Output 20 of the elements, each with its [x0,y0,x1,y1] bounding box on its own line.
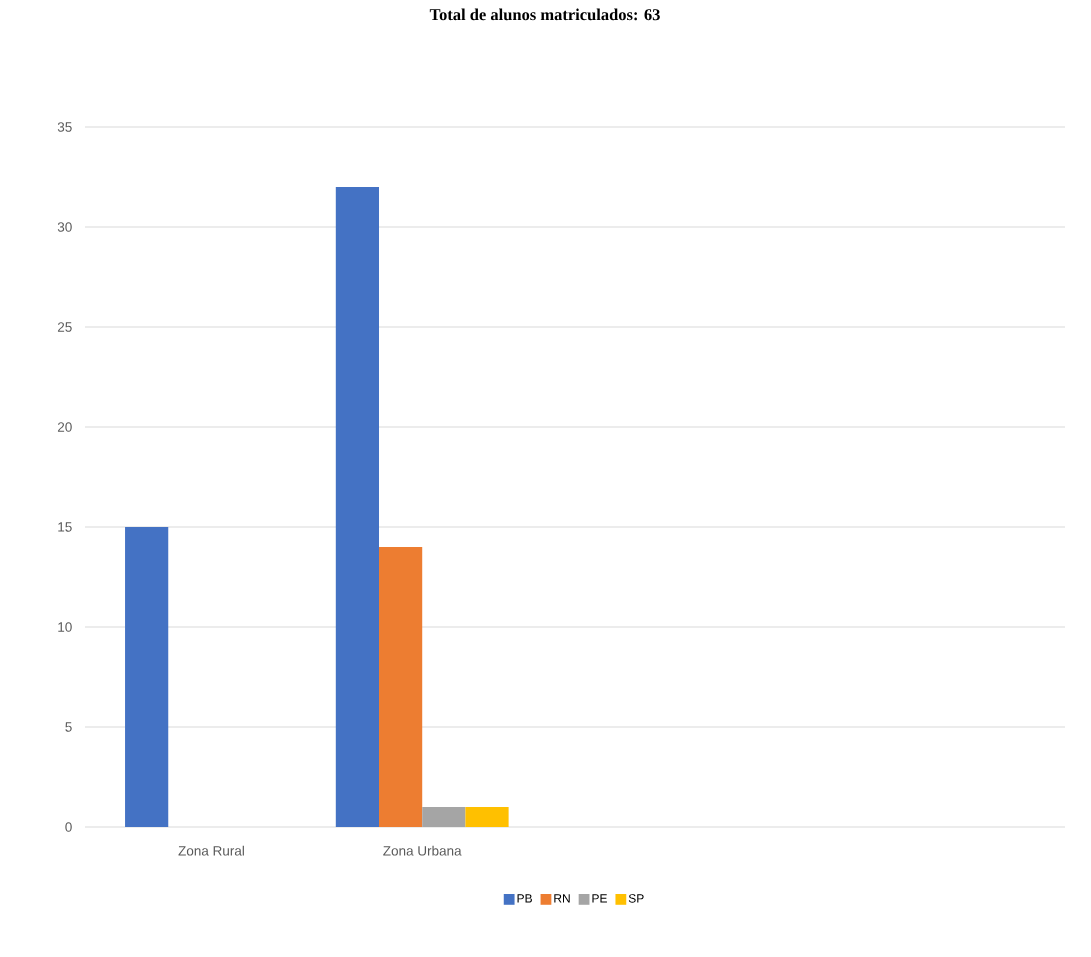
y-tick-label: 20 [57,422,72,432]
y-tick-label: 5 [65,722,72,732]
y-tick-label: 25 [57,322,72,332]
bar [335,187,379,827]
y-tick-label: 30 [57,222,72,232]
x-tick-label: Zona Urbana [383,845,462,856]
y-tick-label: 35 [57,122,72,132]
x-tick-label: Zona Rural [178,845,244,856]
bar [125,527,169,827]
legend-label: PE [592,894,607,903]
chart-title: Total de alunos matriculados: 63 [429,8,660,21]
y-tick-label: 0 [65,822,72,832]
bar [465,807,509,827]
y-tick-label: 10 [58,622,72,632]
y-tick-label: 15 [58,522,72,532]
bar [422,807,466,827]
bar [379,547,423,827]
legend-label: PB [517,894,532,903]
legend-label: SP [628,894,644,903]
legend-label: RN [554,894,570,903]
